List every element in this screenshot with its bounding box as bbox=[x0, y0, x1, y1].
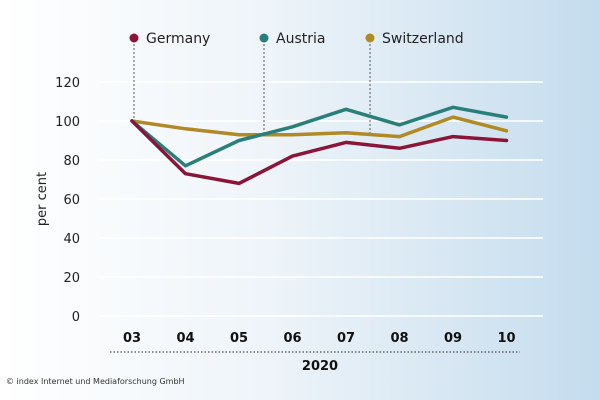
y-tick-label: 100 bbox=[55, 115, 80, 130]
x-tick-label: 03 bbox=[123, 331, 141, 346]
copyright-credit: © index Internet und Mediaforschung GmbH bbox=[6, 377, 185, 386]
y-tick-label: 60 bbox=[63, 193, 80, 208]
series-line-austria bbox=[130, 105, 509, 168]
y-tick-label: 120 bbox=[55, 76, 80, 91]
series-line-germany bbox=[130, 119, 509, 186]
x-tick-label: 06 bbox=[283, 331, 301, 346]
x-tick-label: 09 bbox=[444, 331, 462, 346]
legend-label: Switzerland bbox=[382, 31, 464, 47]
y-tick-label: 40 bbox=[63, 232, 80, 247]
y-tick-label: 80 bbox=[63, 154, 80, 169]
x-tick-label: 04 bbox=[176, 331, 194, 346]
legend-marker bbox=[365, 33, 375, 43]
legend-label: Austria bbox=[276, 31, 325, 47]
x-tick-label: 05 bbox=[230, 331, 248, 346]
x-axis-label: 2020 bbox=[302, 359, 338, 374]
y-axis-label: per cent bbox=[35, 172, 50, 226]
series-line-switzerland bbox=[130, 115, 509, 139]
x-tick-label: 10 bbox=[497, 331, 515, 346]
legend-label: Germany bbox=[146, 31, 210, 47]
x-tick-label: 08 bbox=[390, 331, 408, 346]
legend-marker bbox=[259, 33, 269, 43]
y-tick-label: 0 bbox=[72, 310, 80, 325]
x-tick-label: 07 bbox=[337, 331, 355, 346]
legend-marker bbox=[129, 33, 139, 43]
y-tick-label: 20 bbox=[63, 271, 80, 286]
